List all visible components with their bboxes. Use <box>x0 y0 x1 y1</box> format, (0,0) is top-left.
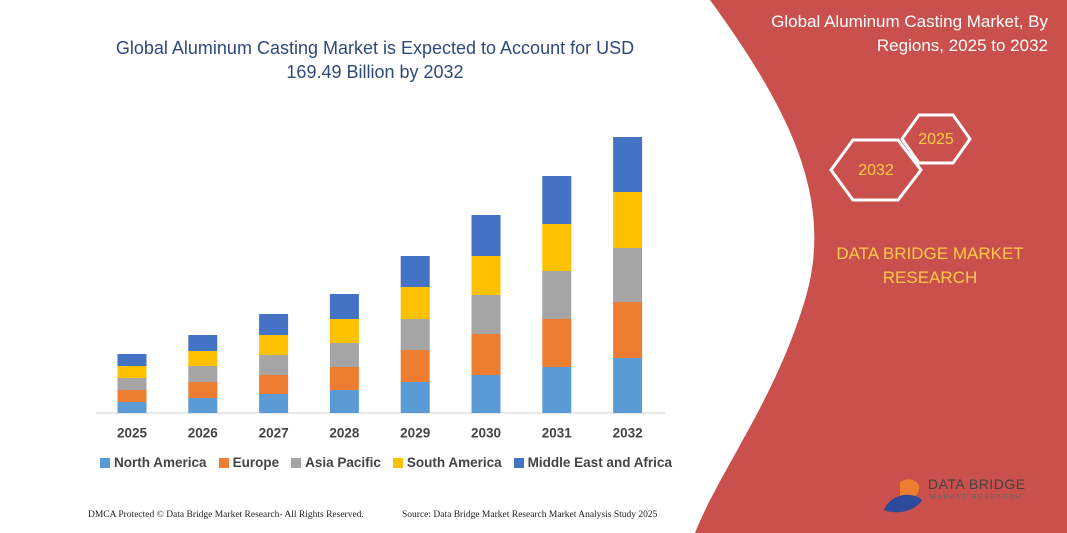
x-tick-label: 2027 <box>259 426 289 441</box>
bar-segment <box>471 375 501 413</box>
bar-segment <box>400 382 430 413</box>
bar-segment <box>259 394 289 413</box>
bar-segment <box>188 398 218 413</box>
logo-mark <box>900 472 920 500</box>
legend-item: South America <box>392 455 502 470</box>
side-panel <box>695 0 1067 533</box>
bar-segment <box>400 287 430 319</box>
bar-segment <box>542 176 572 224</box>
bar-segment <box>117 390 147 402</box>
hex-label: 2025 <box>918 131 954 148</box>
bar-segment <box>188 382 218 398</box>
x-tick-label: 2025 <box>117 426 148 441</box>
bar-segment <box>329 390 359 413</box>
bar-segment <box>259 335 289 355</box>
bar-segment <box>542 224 572 271</box>
legend-swatch <box>291 457 302 468</box>
legend-label: Asia Pacific <box>305 455 381 470</box>
x-tick-label: 2032 <box>613 426 643 441</box>
bar-segment <box>188 351 218 366</box>
legend-item: North America <box>100 455 207 470</box>
brand-text: DATA BRIDGE MARKET RESEARCH <box>836 244 1024 287</box>
legend-label: North America <box>114 455 207 470</box>
bar-segment <box>329 367 359 390</box>
x-tick-label: 2029 <box>400 426 430 441</box>
bar-segment <box>259 375 289 394</box>
legend-item: Europe <box>218 455 280 470</box>
bar-segment <box>117 354 147 366</box>
legend: North America Europe Asia Pacific South Ame… <box>96 455 676 470</box>
bar-segment <box>117 366 147 378</box>
legend-label: Middle East and Africa <box>527 455 672 470</box>
bar-segment <box>471 295 501 334</box>
x-tick-label: 2028 <box>329 426 360 441</box>
bar-segment <box>329 319 359 343</box>
legend-item: Asia Pacific <box>291 455 381 470</box>
bar-segment <box>259 314 289 335</box>
bar-segment <box>471 256 501 295</box>
legend-label: South America <box>406 455 502 470</box>
legend-swatch <box>392 457 403 468</box>
bar-segment <box>471 215 501 256</box>
bar-segment <box>259 355 289 375</box>
legend-swatch <box>100 457 111 468</box>
logo-subtext: MARKET RESEARCH <box>930 494 1023 501</box>
hexagon <box>829 138 923 202</box>
legend-swatch <box>218 457 229 468</box>
legend-swatch <box>513 457 524 468</box>
legend-item: Middle East and Africa <box>513 455 672 470</box>
bar-segment <box>471 334 501 375</box>
bar-segment <box>329 294 359 319</box>
bar-segment <box>542 271 572 319</box>
chart-title: Global Aluminum Casting Market is Expect… <box>115 38 635 82</box>
hex-label: 2032 <box>858 162 894 179</box>
bar-segment <box>613 302 643 358</box>
x-tick-label: 2026 <box>188 426 219 441</box>
logo-text: DATA BRIDGE <box>928 476 1026 492</box>
footer-source: Source: Data Bridge Market Research Mark… <box>402 510 658 520</box>
bar-segment <box>188 366 218 382</box>
bar-segment <box>400 319 430 350</box>
bar-segment <box>542 367 572 413</box>
bar-segment <box>613 358 643 413</box>
bar-segment <box>613 248 643 302</box>
hexagon <box>900 113 972 165</box>
bar-segment <box>613 137 643 192</box>
bar-segment <box>400 256 430 287</box>
footer-note: DMCA Protected © Data Bridge Market Rese… <box>88 510 364 520</box>
bar-segment <box>329 343 359 367</box>
bar-segment <box>400 350 430 382</box>
bar-segment <box>613 192 643 248</box>
logo-mark <box>884 494 922 513</box>
bar-segment <box>117 378 147 390</box>
x-tick-label: 2030 <box>471 426 501 441</box>
bar-segment <box>117 402 147 413</box>
legend-label: Europe <box>232 455 280 470</box>
x-tick-label: 2031 <box>542 426 573 441</box>
bar-segment <box>188 335 218 351</box>
panel-title: Global Aluminum Casting Market, By Regio… <box>771 12 1048 55</box>
bar-segment <box>542 319 572 367</box>
